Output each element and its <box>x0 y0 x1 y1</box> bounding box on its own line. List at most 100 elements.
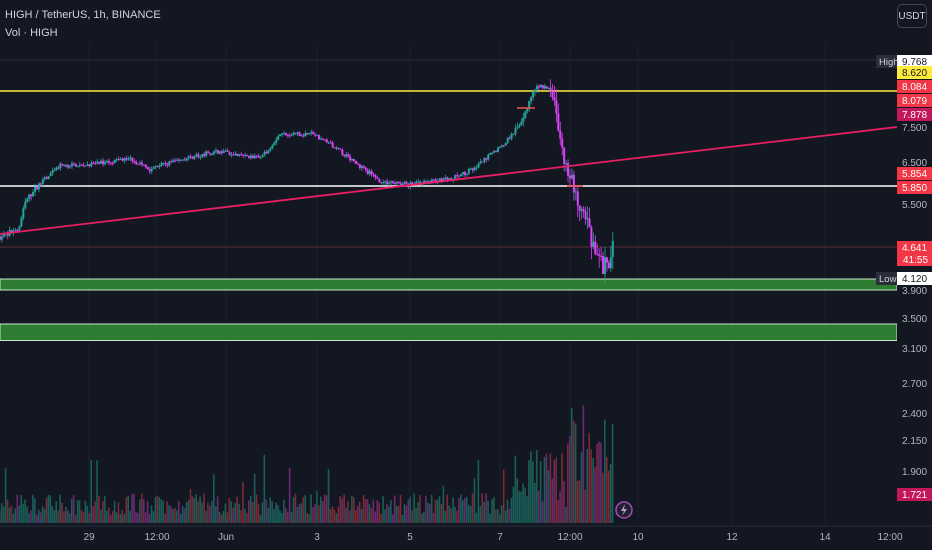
candle-body-59 <box>113 159 116 164</box>
candle-body-190 <box>368 171 371 174</box>
candle-body-100 <box>193 155 196 159</box>
volume-bar-137 <box>265 499 268 523</box>
candle-body-146 <box>283 133 286 135</box>
volume-bar-220 <box>426 502 429 523</box>
candle-body-151 <box>292 132 295 135</box>
candle-body-263 <box>510 134 513 139</box>
price-label-bg-8 <box>897 272 932 285</box>
volume-bar-138 <box>267 508 270 523</box>
candle-body-128 <box>248 156 251 158</box>
candle-body-209 <box>405 181 408 185</box>
candle-body-239 <box>463 171 466 175</box>
candle-body-204 <box>395 181 398 184</box>
volume-bar-265 <box>514 455 517 523</box>
candle-body-152 <box>294 132 297 134</box>
candle-body-222 <box>430 179 433 183</box>
candle-body-227 <box>440 178 443 181</box>
volume-indicator-label[interactable]: Vol · HIGH <box>5 27 58 39</box>
volume-bar-35 <box>67 510 69 523</box>
volume-bar-89 <box>172 509 174 523</box>
price-label-2: 8.084 <box>902 82 927 93</box>
candle-body-167 <box>323 139 326 141</box>
candle-body-136 <box>263 151 266 156</box>
candle-body-229 <box>444 177 447 179</box>
candle-body-281 <box>545 86 548 89</box>
volume-bar-6 <box>10 505 13 523</box>
volume-bar-206 <box>399 495 402 523</box>
candle-body-220 <box>426 181 429 183</box>
candle-body-6 <box>10 230 13 233</box>
volume-bar-135 <box>261 502 264 523</box>
candle-body-45 <box>86 164 89 166</box>
candle-body-50 <box>96 161 99 164</box>
candle-body-91 <box>176 159 179 161</box>
volume-bar-222 <box>430 494 433 523</box>
candle-body-172 <box>333 147 336 149</box>
candle-body-173 <box>335 147 338 149</box>
volume-bar-112 <box>216 496 219 523</box>
countdown-label: 41:55 <box>903 255 928 266</box>
candle-body-88 <box>170 161 173 163</box>
volume-bar-107 <box>207 502 209 523</box>
candle-body-156 <box>302 135 305 137</box>
volume-bar-113 <box>218 511 221 523</box>
candle-body-271 <box>526 108 529 112</box>
volume-bar-250 <box>485 493 487 523</box>
volume-bar-264 <box>512 486 515 523</box>
candle-body-96 <box>185 158 188 161</box>
price-label-3: 8.079 <box>902 96 927 107</box>
volume-bar-175 <box>339 496 342 523</box>
candle-body-260 <box>504 142 507 146</box>
candle-body-295 <box>572 174 575 193</box>
volume-bar-274 <box>532 461 534 523</box>
volume-bar-182 <box>353 497 355 523</box>
candle-body-118 <box>228 151 231 155</box>
candle-body-164 <box>318 134 321 140</box>
candle-body-278 <box>539 84 542 88</box>
volume-bar-310 <box>602 472 604 523</box>
candle-body-296 <box>574 191 577 193</box>
volume-bar-216 <box>419 495 421 523</box>
time-tick-9: 14 <box>819 532 831 543</box>
candle-body-64 <box>123 158 126 161</box>
volume-bar-55 <box>105 510 108 523</box>
volume-bar-117 <box>226 512 229 523</box>
volume-bar-181 <box>351 495 353 523</box>
candle-body-58 <box>111 162 114 164</box>
candle-body-83 <box>160 163 163 166</box>
volume-bar-167 <box>323 494 326 523</box>
candle-body-293 <box>568 175 571 179</box>
candle-body-313 <box>607 262 610 268</box>
candle-body-92 <box>177 159 180 161</box>
volume-bar-201 <box>390 500 392 523</box>
candle-body-67 <box>129 157 132 159</box>
volume-bar-204 <box>395 505 398 523</box>
volume-bar-269 <box>522 483 524 523</box>
volume-bar-213 <box>413 493 415 523</box>
volume-bar-80 <box>154 497 157 523</box>
volume-bar-146 <box>283 499 285 523</box>
price-label-bg-3 <box>897 94 932 107</box>
volume-bar-70 <box>135 511 137 523</box>
candle-body-159 <box>308 133 311 135</box>
volume-bar-202 <box>391 514 394 523</box>
volume-bar-313 <box>607 470 610 523</box>
candle-body-188 <box>364 167 367 170</box>
volume-bar-300 <box>582 405 585 523</box>
candle-body-155 <box>300 135 303 137</box>
candle-body-144 <box>279 134 282 137</box>
volume-bar-130 <box>251 501 254 523</box>
volume-bar-270 <box>524 487 526 523</box>
candle-body-272 <box>528 100 531 109</box>
volume-bar-289 <box>561 453 563 523</box>
volume-bar-45 <box>86 505 89 523</box>
volume-bar-110 <box>212 474 215 523</box>
volume-bar-79 <box>152 511 155 523</box>
volume-bar-78 <box>150 505 153 523</box>
volume-bar-262 <box>508 508 511 523</box>
volume-bar-189 <box>366 499 369 523</box>
candle-body-117 <box>226 150 229 152</box>
trend-line-group <box>0 126 898 235</box>
currency-button[interactable]: USDT <box>897 4 927 28</box>
